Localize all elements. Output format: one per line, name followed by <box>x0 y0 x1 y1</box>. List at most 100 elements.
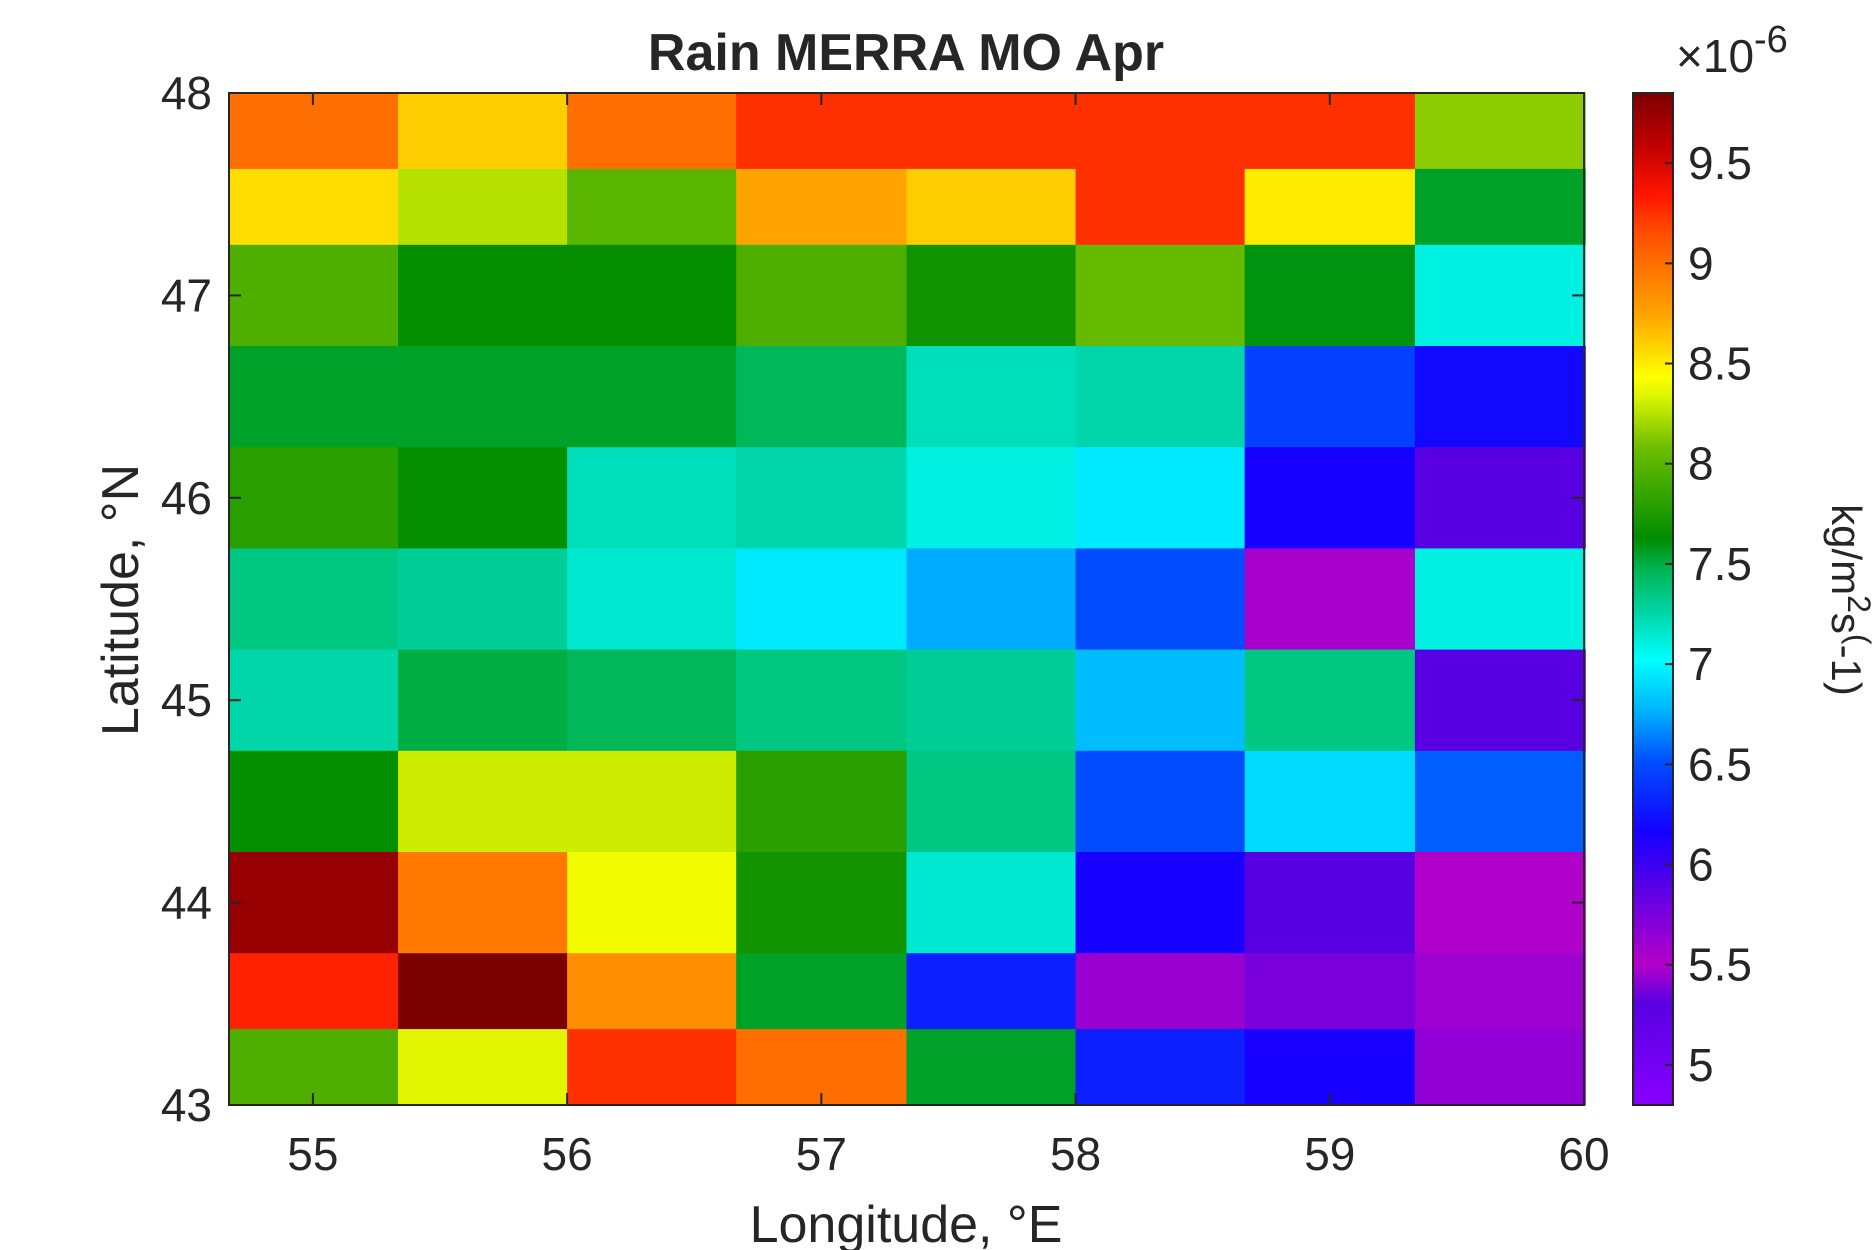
heatmap-cell <box>229 750 399 853</box>
x-tick-label: 60 <box>1558 1128 1609 1180</box>
heatmap-cell <box>736 548 907 651</box>
heatmap-cell <box>1244 346 1416 448</box>
heatmap-cell <box>1244 649 1416 752</box>
heatmap-cell <box>567 346 737 448</box>
plot-frame <box>228 92 1585 1106</box>
heatmap-cell <box>1244 852 1416 954</box>
heatmap-cell <box>1244 750 1416 853</box>
heatmap-cell <box>229 346 399 448</box>
heatmap-cell <box>1414 649 1586 752</box>
heatmap-cell <box>398 168 568 246</box>
colorbar-tick-label: 7 <box>1688 638 1714 690</box>
heatmap-cell <box>736 447 907 549</box>
heatmap-cell <box>1414 244 1586 347</box>
heatmap-cell <box>906 750 1077 853</box>
heatmap-cell <box>1244 953 1416 1030</box>
heatmap-cell <box>1244 548 1416 651</box>
heatmap-cell <box>1244 168 1416 246</box>
colorbar-ticks: 5 5.5 6 6.5 7 7.5 8 8.5 9 9.5 <box>1665 137 1752 1091</box>
heatmap-cell <box>736 1029 907 1106</box>
heatmap-cell <box>1414 93 1586 170</box>
heatmap-cell <box>1075 244 1246 347</box>
heatmap-cell <box>1075 168 1246 246</box>
heatmap-cell <box>1075 447 1246 549</box>
heatmap-cell <box>906 852 1077 954</box>
heatmap-cell <box>906 953 1077 1030</box>
colorbar <box>1632 92 1674 1106</box>
heatmap-cell <box>567 649 737 752</box>
y-axis-label: Latitude, °N <box>92 464 150 736</box>
heatmap-cell <box>736 953 907 1030</box>
x-tick-label: 55 <box>287 1128 338 1180</box>
heatmap-cell <box>1075 93 1246 170</box>
heatmap-cell <box>1075 548 1246 651</box>
heatmap-cell <box>906 346 1077 448</box>
heatmap-cell <box>906 447 1077 549</box>
heatmap-cell <box>1414 852 1586 954</box>
heatmap-cell <box>906 244 1077 347</box>
heatmap-cell <box>736 750 907 853</box>
heatmap-cell <box>567 168 737 246</box>
colorbar-tick-label: 8 <box>1688 438 1714 490</box>
heatmap-cell <box>1414 953 1586 1030</box>
colorbar-tick-label: 7.5 <box>1688 538 1752 590</box>
colorbar-tick-label: 8.5 <box>1688 338 1752 390</box>
heatmap-cell <box>736 649 907 752</box>
heatmap-cell <box>1075 953 1246 1030</box>
heatmap-cell <box>1244 447 1416 549</box>
colorbar-tick-label: 9 <box>1688 237 1714 289</box>
heatmap-cell <box>1244 244 1416 347</box>
colorbar-label: kg/m2s(-1) <box>1823 504 1875 696</box>
heatmap-cell <box>1075 1029 1246 1106</box>
y-tick-label: 48 <box>161 67 212 119</box>
heatmap-cell <box>1075 649 1246 752</box>
heatmap-cell <box>1244 93 1416 170</box>
x-tick-label: 56 <box>542 1128 593 1180</box>
heatmap-cells <box>229 93 1586 1106</box>
y-tick-label: 45 <box>161 674 212 726</box>
x-tick-label: 59 <box>1304 1128 1355 1180</box>
heatmap-cell <box>229 168 399 246</box>
heatmap-cell <box>567 244 737 347</box>
heatmap-cell <box>229 244 399 347</box>
heatmap-cell <box>398 649 568 752</box>
heatmap-cell <box>567 852 737 954</box>
y-tick-label: 46 <box>161 472 212 524</box>
heatmap-cell <box>398 852 568 954</box>
heatmap-cell <box>567 93 737 170</box>
heatmap-cell <box>567 750 737 853</box>
y-tick-label: 43 <box>161 1079 212 1131</box>
colorbar-tick-label: 6 <box>1688 839 1714 891</box>
y-tick-label: 44 <box>161 877 212 929</box>
heatmap-cell <box>736 244 907 347</box>
heatmap-cell <box>1075 852 1246 954</box>
heatmap-cell <box>229 548 399 651</box>
colorbar-tick-label: 6.5 <box>1688 738 1752 790</box>
heatmap-cell <box>398 750 568 853</box>
chart-title: Rain MERRA MO Apr <box>648 24 1164 82</box>
heatmap-cell <box>1414 548 1586 651</box>
heatmap-cell <box>906 548 1077 651</box>
heatmap-cell <box>229 852 399 954</box>
colorbar-exponent: ×10-6 <box>1676 19 1788 82</box>
heatmap-cell <box>736 852 907 954</box>
heatmap-cell <box>398 1029 568 1106</box>
heatmap-cell <box>229 447 399 549</box>
heatmap-cell <box>1075 750 1246 853</box>
heatmap-cell <box>906 93 1077 170</box>
heatmap-cell <box>229 93 399 170</box>
heatmap-cell <box>1414 168 1586 246</box>
heatmap-cell <box>398 548 568 651</box>
colorbar-tick-label: 5.5 <box>1688 939 1752 991</box>
heatmap-cell <box>736 346 907 448</box>
heatmap-cell <box>1414 346 1586 448</box>
heatmap-cell <box>1414 750 1586 853</box>
heatmap-cell <box>567 548 737 651</box>
heatmap-cell <box>398 953 568 1030</box>
heatmap-cell <box>736 93 907 170</box>
heatmap-cell <box>398 93 568 170</box>
heatmap-cell <box>398 447 568 549</box>
heatmap-cell <box>229 953 399 1030</box>
heatmap-cell <box>906 1029 1077 1106</box>
